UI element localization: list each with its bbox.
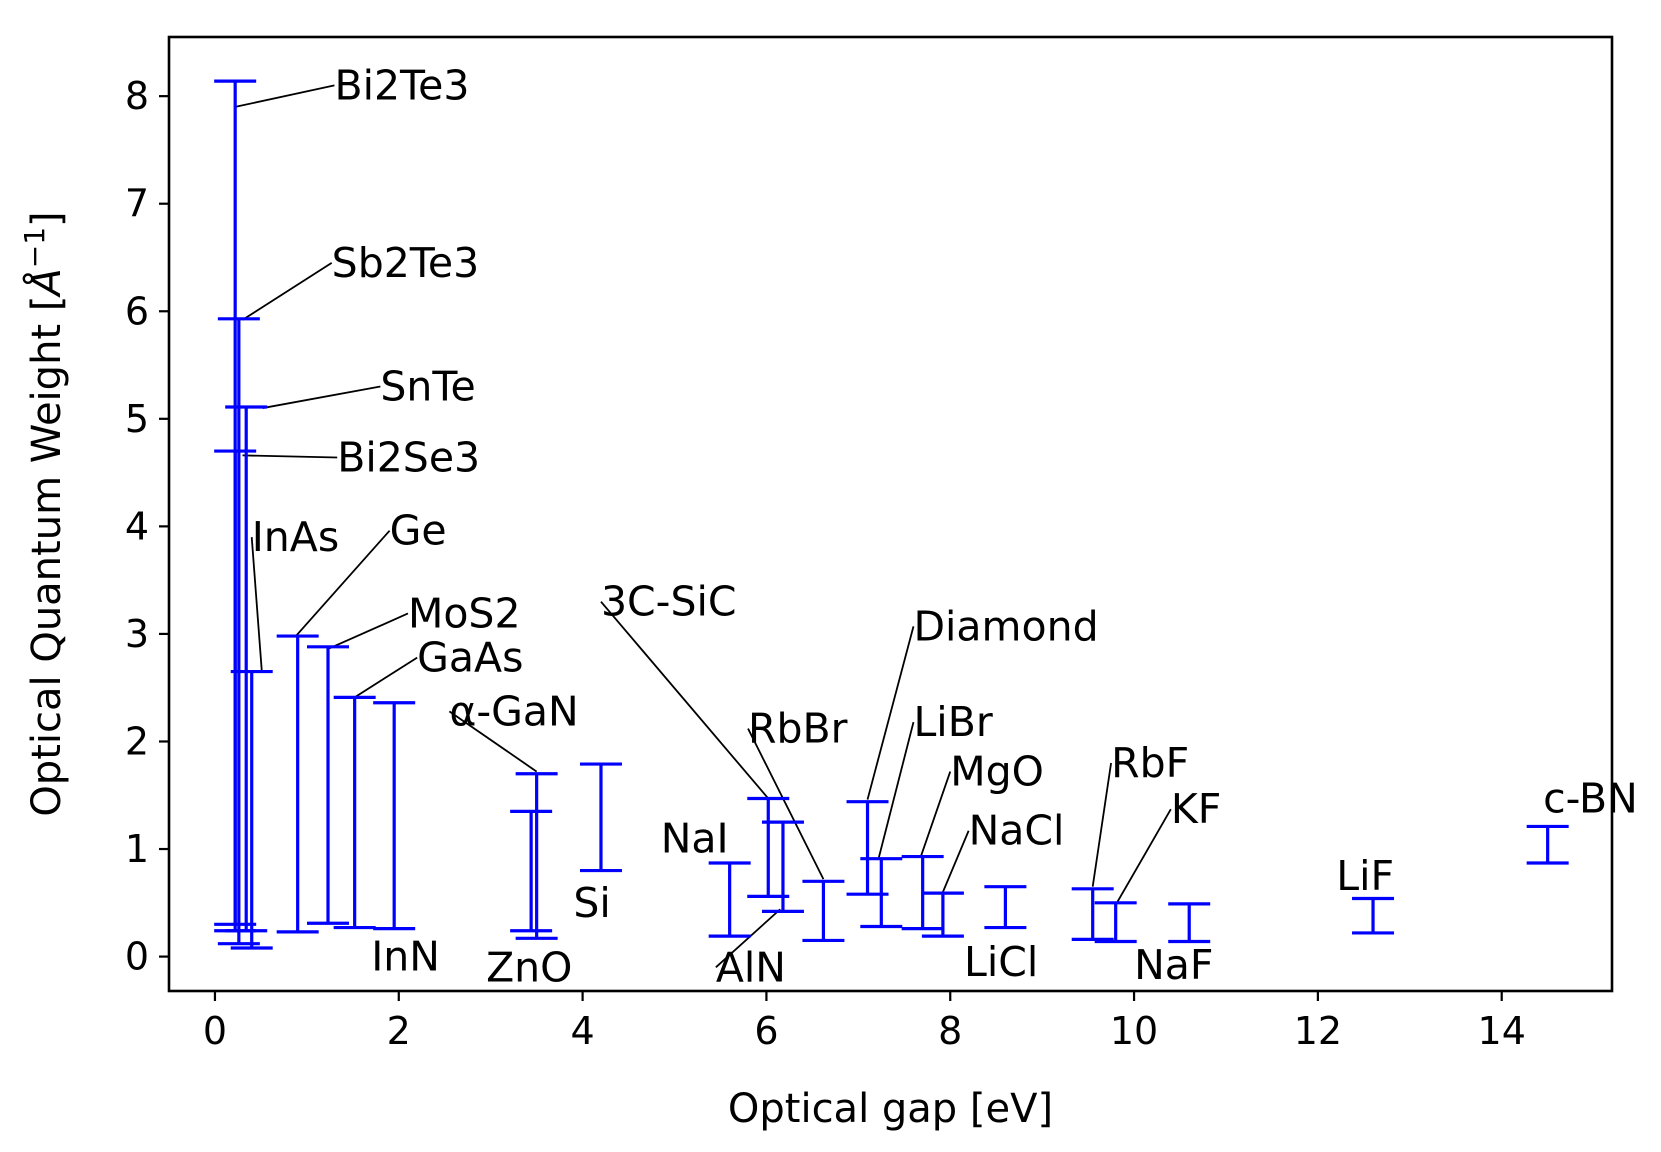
label-gaas: GaAs bbox=[417, 634, 523, 682]
errorbar-rbbr bbox=[802, 879, 845, 943]
leader-kf bbox=[1116, 808, 1172, 903]
label-si: Si bbox=[573, 879, 610, 927]
leader-mos2 bbox=[327, 612, 409, 650]
label-mgo: MgO bbox=[950, 748, 1044, 796]
leader-libr bbox=[877, 721, 915, 859]
x-tick-label-1: 2 bbox=[387, 1009, 411, 1053]
y-axis-label-end: ] bbox=[24, 211, 70, 227]
errorbar-inas bbox=[230, 669, 273, 950]
label-c-bn: c-BN bbox=[1543, 774, 1638, 822]
label-kf: KF bbox=[1171, 785, 1221, 833]
label-zno: ZnO bbox=[486, 943, 572, 991]
x-tick-label-6: 12 bbox=[1294, 1009, 1342, 1053]
axes-frame bbox=[167, 35, 1614, 993]
label-ge: Ge bbox=[390, 507, 447, 555]
y-axis-label: Optical Quantum Weight [Å−1] bbox=[18, 211, 70, 816]
errorbar-ge bbox=[276, 634, 319, 934]
errorbar-naf bbox=[1168, 902, 1211, 944]
errorbar-aln bbox=[761, 820, 804, 914]
label-sb2te3: Sb2Te3 bbox=[332, 239, 480, 287]
leader-snte bbox=[262, 385, 381, 409]
label-mos2: MoS2 bbox=[408, 589, 521, 637]
leader-nacl bbox=[942, 830, 970, 893]
errorbar-nai bbox=[708, 861, 751, 938]
leader-mgo bbox=[919, 771, 952, 857]
label-naf: NaF bbox=[1134, 941, 1213, 989]
label-bi2te3: Bi2Te3 bbox=[334, 61, 469, 109]
y-tick-label-7: 7 bbox=[125, 182, 149, 226]
y-tick-label-0: 0 bbox=[125, 935, 149, 979]
errorbar-mos2 bbox=[307, 645, 350, 925]
leader-gaas bbox=[352, 656, 418, 700]
y-axis-label-sup: −1 bbox=[18, 227, 51, 268]
label-nai: NaI bbox=[661, 814, 729, 862]
leader-diamond bbox=[866, 626, 915, 800]
label-gan: α-GaN bbox=[449, 687, 578, 735]
y-axis-label-main: Optical Quantum Weight [ bbox=[24, 296, 70, 817]
label-diamond: Diamond bbox=[913, 602, 1098, 650]
label-licl: LiCl bbox=[964, 938, 1038, 986]
y-tick-label-4: 4 bbox=[125, 504, 149, 548]
label-nacl: NaCl bbox=[969, 807, 1065, 855]
y-tick-label-8: 8 bbox=[125, 74, 149, 118]
label-rbf: RbF bbox=[1111, 739, 1189, 787]
y-axis: 0 1 2 3 4 5 6 7 8 bbox=[125, 74, 169, 979]
label-rbbr: RbBr bbox=[748, 705, 848, 753]
leader-inas bbox=[250, 537, 263, 672]
errorbar-licl bbox=[984, 885, 1027, 930]
leader-sb2te3 bbox=[242, 262, 333, 321]
leader-aln bbox=[715, 908, 781, 969]
label-snte: SnTe bbox=[380, 363, 475, 411]
label-inn: InN bbox=[371, 933, 440, 981]
leader-ge bbox=[295, 530, 391, 637]
errorbar-gan bbox=[515, 772, 558, 940]
x-tick-label-2: 4 bbox=[571, 1009, 595, 1053]
label-aln: AlN bbox=[716, 943, 786, 991]
errorbar-c-bn bbox=[1526, 824, 1569, 865]
errorbar-kf bbox=[1094, 901, 1137, 944]
leader-rbbr bbox=[747, 728, 825, 880]
x-tick-label-3: 6 bbox=[754, 1009, 778, 1053]
y-tick-label-5: 5 bbox=[125, 397, 149, 441]
x-tick-label-5: 10 bbox=[1110, 1009, 1158, 1053]
errorbar-inn bbox=[373, 701, 416, 931]
x-tick-label-4: 8 bbox=[938, 1009, 962, 1053]
errorbar-gaas bbox=[333, 695, 376, 930]
x-axis-label: Optical gap [eV] bbox=[728, 1086, 1053, 1132]
y-tick-label-1: 1 bbox=[125, 827, 149, 871]
errorbar-lif bbox=[1352, 896, 1395, 935]
errorbar-si bbox=[579, 762, 622, 873]
x-tick-label-0: 0 bbox=[203, 1009, 227, 1053]
leader-gan bbox=[448, 710, 538, 773]
label-bi2se3: Bi2Se3 bbox=[337, 434, 480, 482]
label-3c-sic: 3C-SiC bbox=[601, 578, 737, 626]
y-axis-label-unit: Å bbox=[22, 268, 70, 298]
errorbar-zno bbox=[510, 809, 553, 933]
errorbar-rbf bbox=[1071, 887, 1114, 941]
label-lif: LiF bbox=[1336, 852, 1394, 900]
errorbar-bi2se3 bbox=[214, 449, 257, 933]
y-tick-label-2: 2 bbox=[125, 719, 149, 763]
label-inas: InAs bbox=[252, 513, 339, 561]
leader-rbf bbox=[1091, 762, 1112, 887]
x-axis: 0 2 4 6 8 10 12 14 bbox=[203, 991, 1526, 1053]
x-tick-label-7: 14 bbox=[1478, 1009, 1526, 1053]
y-tick-label-3: 3 bbox=[125, 612, 149, 656]
label-libr: LiBr bbox=[913, 698, 992, 746]
errorbar-libr bbox=[860, 857, 903, 929]
y-tick-label-6: 6 bbox=[125, 289, 149, 333]
leader-3c-sic bbox=[600, 601, 769, 800]
errorbar-nacl bbox=[921, 891, 964, 938]
leader-bi2te3 bbox=[234, 84, 335, 108]
leader-bi2se3 bbox=[242, 454, 338, 459]
